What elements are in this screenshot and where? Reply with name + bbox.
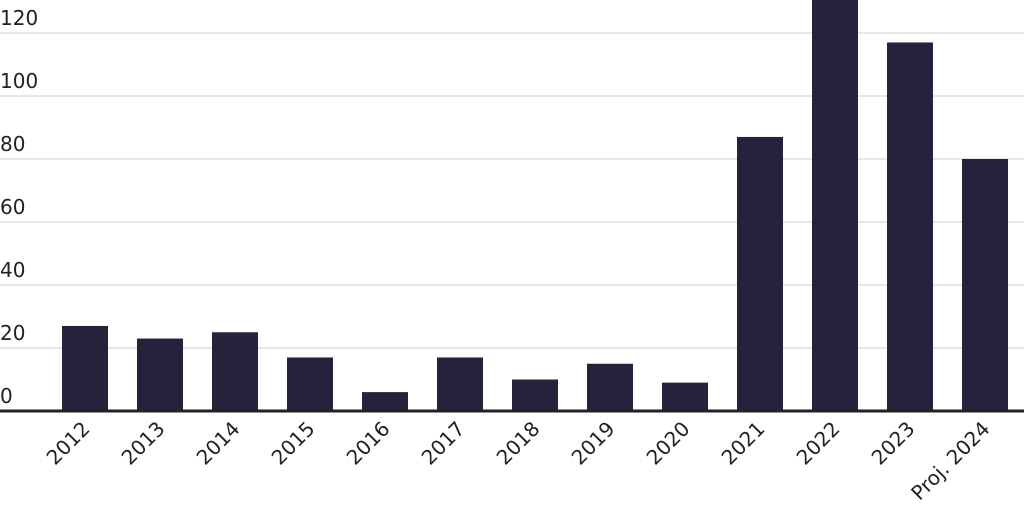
bar: [512, 379, 558, 411]
labels: 0 20 40 60 80 100 120 2012 2013 2014 2015 2016 2017 2…: [0, 6, 1024, 505]
x-tick-label: 2021: [717, 417, 770, 470]
bar: [587, 363, 633, 411]
bar: [137, 338, 183, 411]
x-tick-label: 2023: [867, 417, 920, 470]
x-tick-label: 2018: [492, 417, 545, 470]
y-tick-label: 120: [0, 6, 38, 30]
x-tick-label: 2022: [792, 417, 845, 470]
y-tick-label: 20: [0, 321, 25, 345]
x-tick-label: 2014: [192, 417, 245, 470]
y-tick-label: 100: [0, 69, 38, 93]
x-tick-label: 2020: [642, 417, 695, 470]
bars: [62, 0, 1008, 411]
bar: [287, 357, 333, 411]
x-tick-label: 2015: [267, 417, 320, 470]
bar: [62, 325, 108, 411]
bar: [812, 0, 858, 411]
bar: [662, 382, 708, 411]
x-tick-label: 2016: [342, 417, 395, 470]
bar: [737, 136, 783, 411]
grid: [0, 32, 1024, 349]
bar: [362, 392, 408, 411]
bar: [212, 332, 258, 411]
y-tick-label: 0: [0, 384, 13, 408]
x-tick-label: 2013: [117, 417, 170, 470]
bar: [437, 357, 483, 411]
y-tick-label: 80: [0, 132, 25, 156]
x-tick-label: Proj. 2024: [906, 417, 994, 505]
y-tick-label: 40: [0, 258, 25, 282]
bar: [887, 42, 933, 411]
bar: [962, 159, 1008, 411]
x-tick-label: 2012: [42, 417, 95, 470]
x-tick-label: 2019: [567, 417, 620, 470]
x-tick-label: 2017: [417, 417, 470, 470]
y-tick-label: 60: [0, 195, 25, 219]
